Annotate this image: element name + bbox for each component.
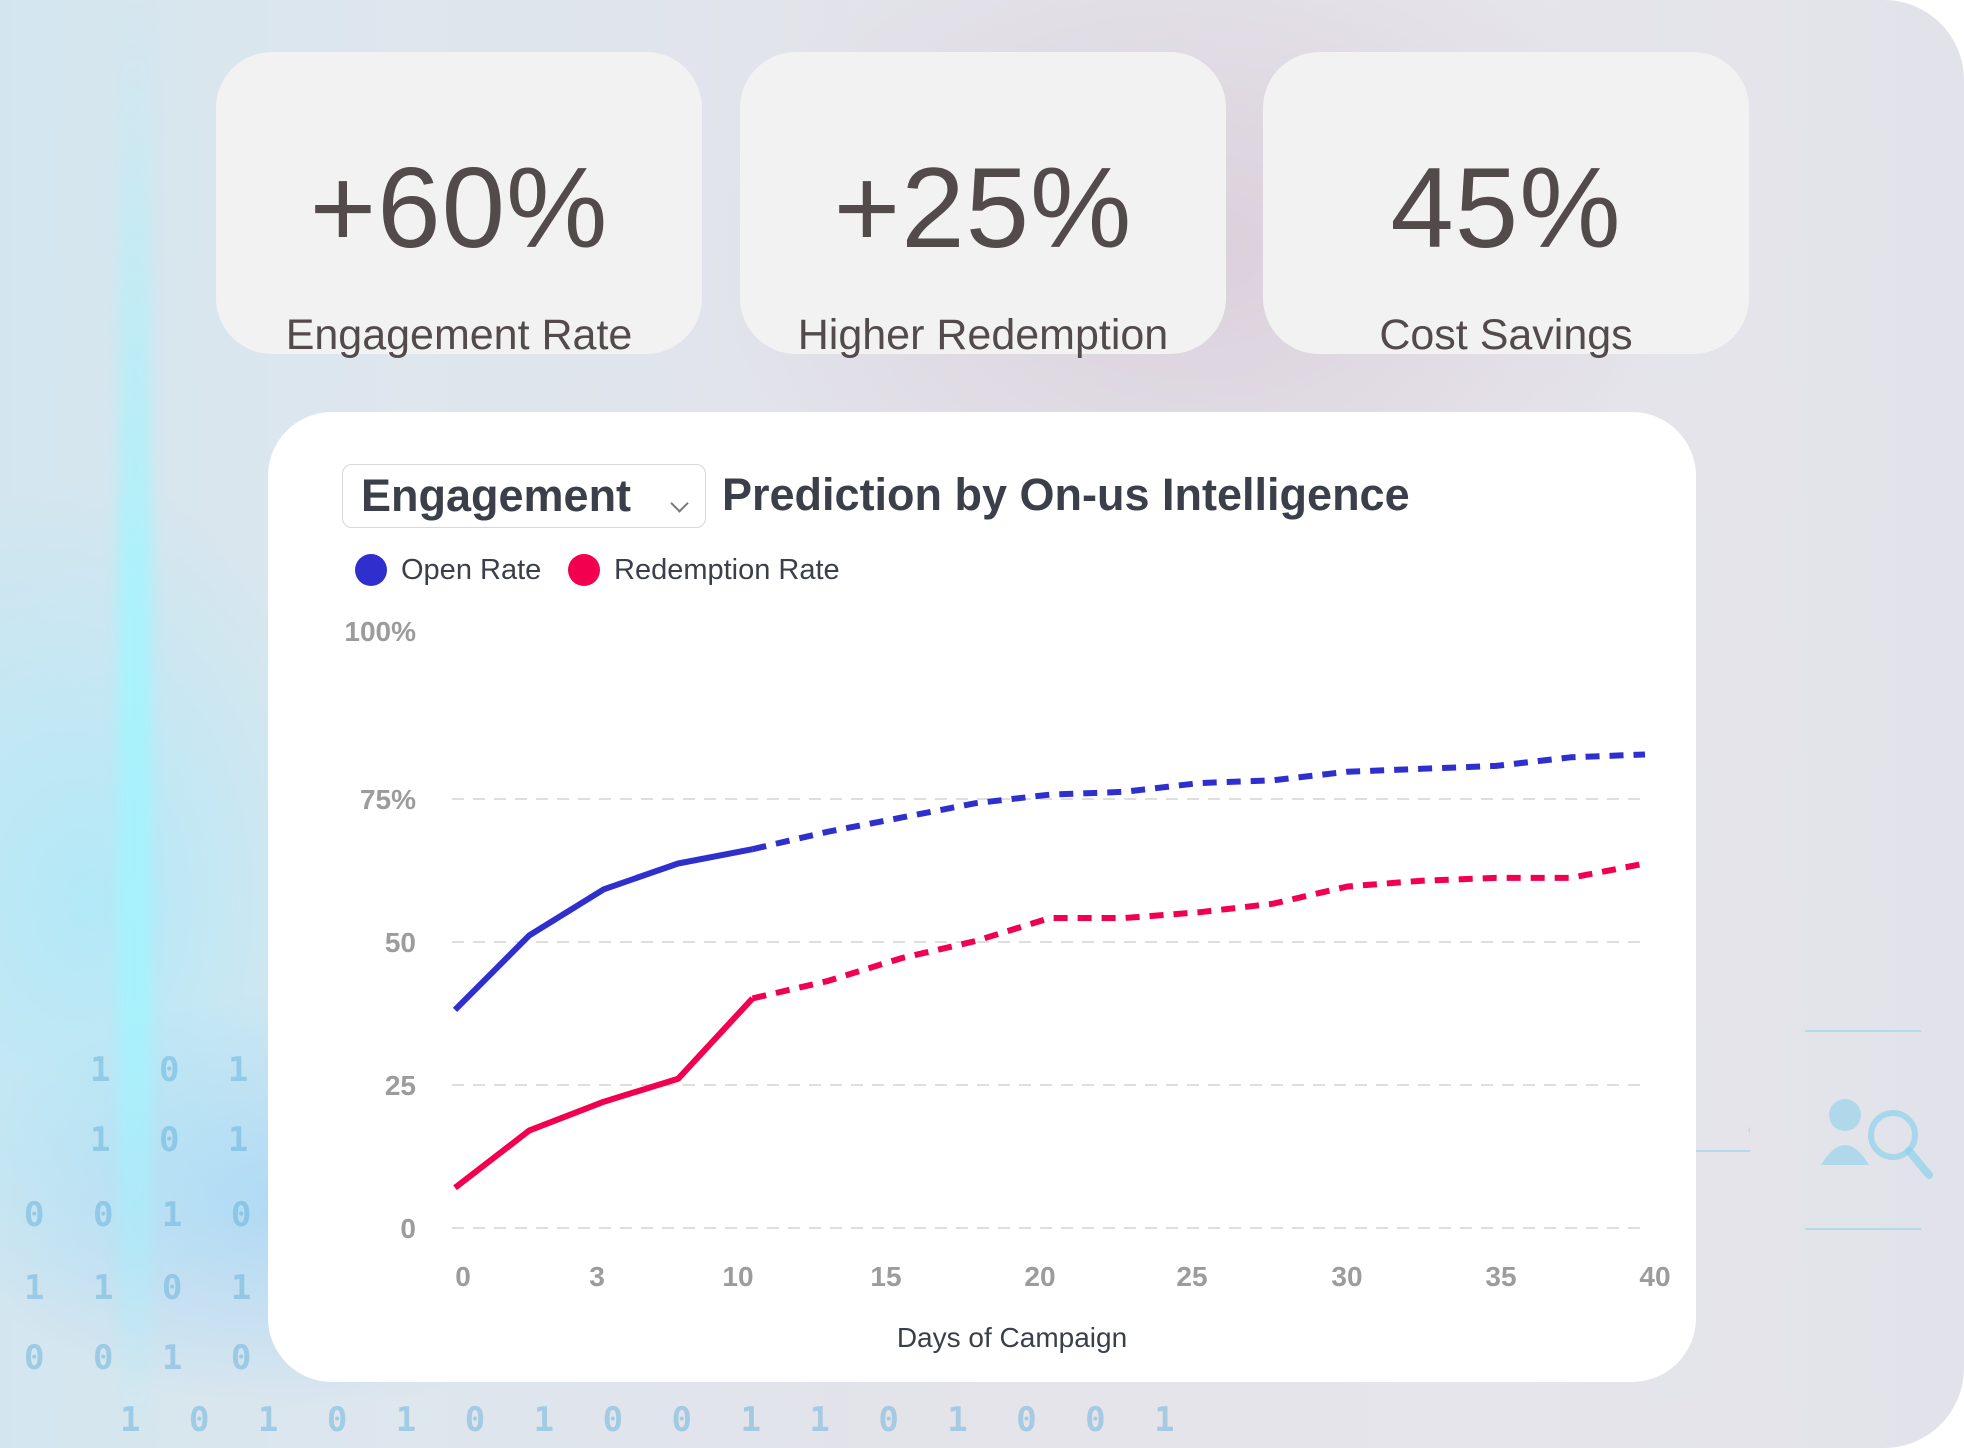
x-tick-label: 10: [722, 1261, 753, 1292]
y-tick-label: 25: [385, 1070, 416, 1101]
background-glow: [118, 0, 152, 1448]
x-axis-title: Days of Campaign: [896, 1322, 1128, 1353]
x-tick-label: 40: [1639, 1261, 1670, 1292]
stat-card-engagement-rate: +60% Engagement Rate: [216, 52, 702, 359]
user-search-icon: [1821, 1099, 1933, 1179]
legend-marker-redemption-rate: [568, 554, 600, 586]
metric-dropdown-value: Engagement: [361, 470, 632, 521]
x-tick-label: 0: [455, 1261, 471, 1292]
series-line-open-rate-predicted: [751, 751, 1646, 853]
background-hexagon: [1748, 1030, 1964, 1230]
y-tick-label: 0: [400, 1213, 416, 1244]
stat-value: +25%: [833, 145, 1133, 272]
series-line-redemption-rate-actual: [453, 996, 755, 1191]
background-binary-row: 1 0 1 0 1 0 1 0 0 1 1 0 1 0 0 1: [120, 1400, 1189, 1440]
x-tick-label: 35: [1485, 1261, 1516, 1292]
stat-label: Cost Savings: [1379, 311, 1633, 359]
chart-card: [268, 412, 1696, 1382]
y-tick-label: 50: [385, 927, 416, 958]
series-line-redemption-rate-predicted: [751, 860, 1646, 1002]
chart-title: Prediction by On-us Intelligence: [722, 469, 1410, 520]
metric-dropdown[interactable]: Engagement: [342, 464, 706, 528]
legend-label-redemption-rate: Redemption Rate: [614, 554, 840, 586]
legend-marker-open-rate: [355, 554, 387, 586]
legend-label-open-rate: Open Rate: [401, 554, 542, 586]
x-tick-label: 3: [589, 1261, 605, 1292]
series-line-open-rate-actual: [452, 846, 754, 1013]
x-tick-label: 25: [1176, 1261, 1207, 1292]
stat-card-cost-savings: 45% Cost Savings: [1263, 52, 1749, 359]
x-tick-label: 15: [870, 1261, 901, 1292]
stat-card-higher-redemption: +25% Higher Redemption: [740, 52, 1226, 359]
stat-value: 45%: [1390, 145, 1622, 272]
x-tick-label: 20: [1024, 1261, 1055, 1292]
x-tick-label: 30: [1331, 1261, 1362, 1292]
stat-label: Higher Redemption: [797, 311, 1169, 359]
stat-label: Engagement Rate: [285, 311, 633, 359]
stat-value: +60%: [309, 145, 609, 272]
y-tick-label: 100%: [344, 616, 416, 647]
background-circuit-line: [1690, 1150, 1750, 1152]
y-tick-label: 75%: [360, 784, 416, 815]
